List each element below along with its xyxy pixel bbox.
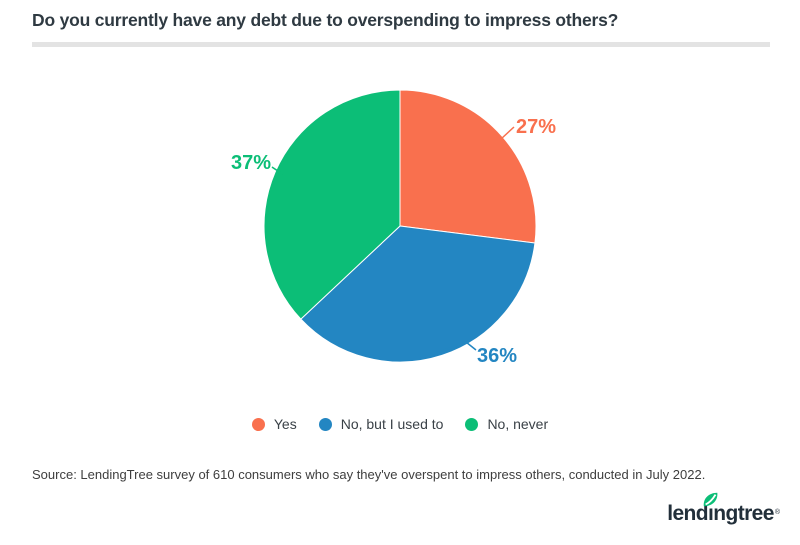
leaf-icon: [703, 492, 718, 507]
leaf-vein: [705, 494, 717, 506]
pie-slice-no-never: [263, 89, 401, 320]
legend-dot-2: [465, 417, 479, 431]
pie-chart-svg: 27% 36% 37%: [231, 89, 556, 367]
lendingtree-logo: lendıngtree®: [667, 492, 780, 525]
pie-leader-no-never: [271, 166, 284, 175]
pie-leader-no-but-used-to: [436, 341, 477, 354]
legend-label: No, but I used to: [340, 416, 444, 432]
legend-dot-0: [251, 417, 265, 431]
legend-item-yes: Yes: [251, 416, 297, 432]
legend-label: Yes: [273, 416, 297, 432]
logo-trademark: ®: [774, 508, 780, 516]
legend-label: No, never: [487, 416, 549, 432]
pie-value-label-no-never: 37%: [231, 152, 271, 174]
pie-value-label-no-but-used-to: 36%: [477, 345, 517, 367]
chart-legend: Yes No, but I used to No, never: [0, 416, 800, 432]
pie-leader-yes: [500, 126, 515, 140]
pie-value-label-yes: 27%: [516, 116, 556, 138]
legend-item-no-never: No, never: [465, 416, 548, 432]
chart-title: Do you currently have any debt due to ov…: [32, 10, 619, 30]
pie-slice-no-but-i-used-to: [300, 225, 536, 363]
logo-wordmark: lendıngtree: [667, 502, 774, 525]
legend-item-no-but-used-to: No, but I used to: [318, 416, 444, 432]
title-divider: [32, 42, 770, 47]
source-note: Source: LendingTree survey of 610 consum…: [32, 467, 706, 482]
legend-dot-1: [318, 417, 332, 431]
pie-slice-yes: [399, 89, 537, 244]
